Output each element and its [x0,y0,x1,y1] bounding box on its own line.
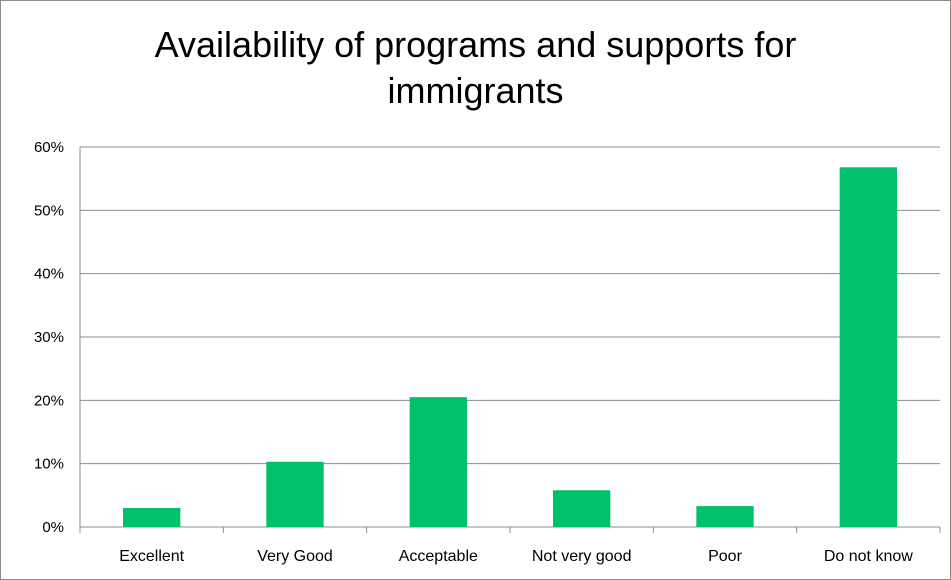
x-tick-label: Poor [708,548,742,565]
y-tick-label: 10% [34,456,64,473]
bar [409,397,467,527]
y-tick-label: 60% [34,139,64,156]
bar [266,461,324,527]
y-tick-label: 20% [34,392,64,409]
y-tick-label: 40% [34,266,64,283]
y-tick-label: 0% [42,519,64,536]
x-tick-label: Do not know [824,548,913,565]
x-tick-label: Very Good [257,548,333,565]
chart-title-line-2: immigrants [387,70,564,111]
x-tick-label: Excellent [119,548,184,565]
chart-title-line-1: Availability of programs and supports fo… [154,24,797,65]
x-tick-label: Not very good [532,548,632,565]
y-tick-label: 30% [34,329,64,346]
bar [553,490,611,527]
chart-title: Availability of programs and supports fo… [0,22,951,114]
bar [696,506,754,527]
bar [839,167,897,527]
x-tick-label: Acceptable [399,548,478,565]
y-tick-label: 50% [34,202,64,219]
bar [123,508,181,527]
